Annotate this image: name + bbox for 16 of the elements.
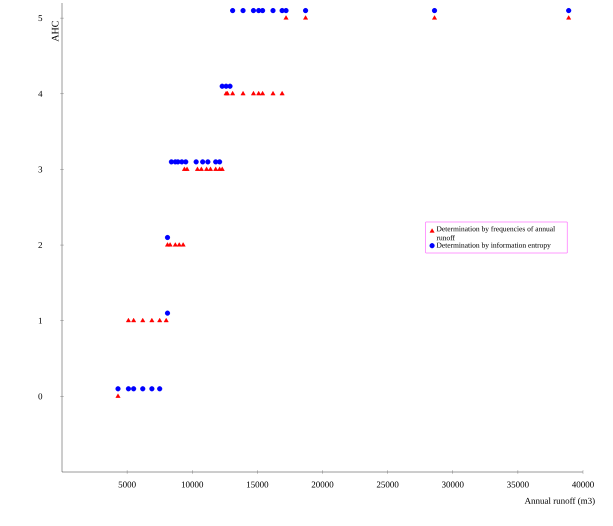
y-tick-label: 5	[38, 15, 42, 22]
x-tick-label: 5000	[118, 481, 136, 488]
y-tick-label: 2	[38, 242, 42, 248]
x-tick-label: 10000	[182, 481, 204, 488]
y-axis-title: AHC	[52, 21, 58, 42]
x-tick-label: 30000	[442, 481, 464, 488]
x-tick-label: 40000	[572, 481, 594, 488]
y-tick-label: 0	[38, 393, 42, 400]
x-tick-label: 25000	[376, 481, 398, 488]
y-tick-label: 1	[38, 318, 42, 324]
y-tick-label: 4	[38, 90, 42, 97]
x-axis-title: Annual runoff (m3)	[524, 497, 595, 506]
x-tick-label: 15000	[246, 481, 268, 488]
x-tick-label: 20000	[312, 481, 334, 488]
y-tick-label: 3	[38, 166, 42, 172]
x-tick-label: 35000	[507, 481, 529, 488]
